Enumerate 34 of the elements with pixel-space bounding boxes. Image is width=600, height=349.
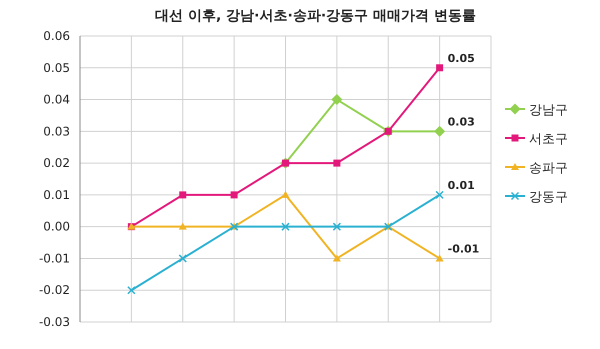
point <box>178 222 187 230</box>
point <box>127 286 136 294</box>
point <box>333 160 340 167</box>
point <box>178 254 187 263</box>
point <box>332 254 341 262</box>
data-label: 0.03 <box>448 115 475 128</box>
point <box>282 190 290 198</box>
legend-label: 강동구 <box>529 190 568 205</box>
y-tick-label: 0.02 <box>43 156 70 170</box>
legend-label: 송파구 <box>529 161 568 176</box>
chart-title: 대선 이후, 강남·서초·송파·강동구 매매가격 변동률 <box>155 8 476 24</box>
point <box>281 222 290 231</box>
legend-label: 강남구 <box>529 103 568 118</box>
y-tick-label: 0.04 <box>43 92 70 107</box>
data-label: 0.01 <box>448 178 475 192</box>
y-tick-label: -0.01 <box>38 251 70 266</box>
point <box>436 64 444 72</box>
data-label: -0.01 <box>448 242 480 256</box>
y-tick-label: -0.02 <box>38 283 70 298</box>
point <box>434 126 446 137</box>
point <box>332 222 342 231</box>
point <box>179 191 186 198</box>
y-tick-label: 0.03 <box>43 124 70 138</box>
data-label: 0.05 <box>448 52 475 65</box>
y-tick-label: 0.06 <box>43 29 70 43</box>
point <box>230 191 238 198</box>
y-tick-label: 0.00 <box>43 220 70 234</box>
y-tick-label: -0.03 <box>38 315 70 329</box>
y-tick-label: 0.01 <box>43 188 70 202</box>
point <box>436 254 444 262</box>
y-tick-label: 0.05 <box>43 60 70 75</box>
legend-label: 서초구 <box>529 132 568 147</box>
point <box>331 94 342 106</box>
point <box>435 190 444 200</box>
